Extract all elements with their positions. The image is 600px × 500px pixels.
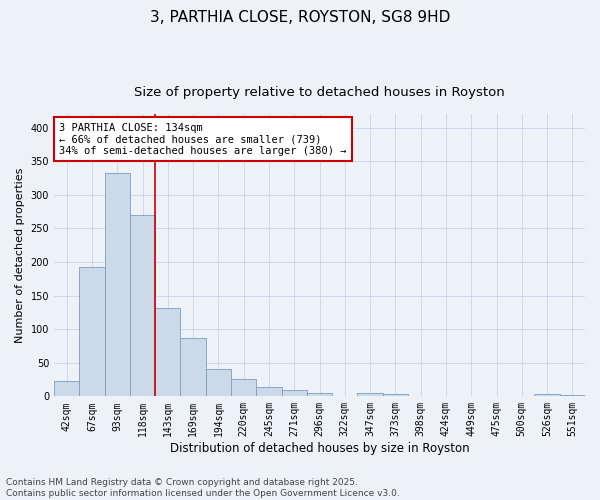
- Bar: [535, 394, 560, 396]
- Text: Contains HM Land Registry data © Crown copyright and database right 2025.
Contai: Contains HM Land Registry data © Crown c…: [6, 478, 400, 498]
- Bar: [104, 174, 130, 396]
- Bar: [358, 393, 383, 396]
- Bar: [181, 338, 206, 396]
- Bar: [281, 390, 307, 396]
- Bar: [130, 215, 155, 396]
- Text: Size of property relative to detached houses in Royston: Size of property relative to detached ho…: [134, 86, 505, 98]
- Bar: [155, 308, 181, 396]
- Bar: [307, 393, 332, 396]
- Bar: [231, 379, 256, 396]
- X-axis label: Distribution of detached houses by size in Royston: Distribution of detached houses by size …: [170, 442, 469, 455]
- Bar: [206, 370, 231, 396]
- Text: 3, PARTHIA CLOSE, ROYSTON, SG8 9HD: 3, PARTHIA CLOSE, ROYSTON, SG8 9HD: [150, 10, 450, 25]
- Bar: [256, 387, 281, 396]
- Bar: [79, 266, 104, 396]
- Bar: [560, 395, 585, 396]
- Y-axis label: Number of detached properties: Number of detached properties: [15, 168, 25, 343]
- Bar: [54, 381, 79, 396]
- Bar: [383, 394, 408, 396]
- Text: 3 PARTHIA CLOSE: 134sqm
← 66% of detached houses are smaller (739)
34% of semi-d: 3 PARTHIA CLOSE: 134sqm ← 66% of detache…: [59, 122, 347, 156]
